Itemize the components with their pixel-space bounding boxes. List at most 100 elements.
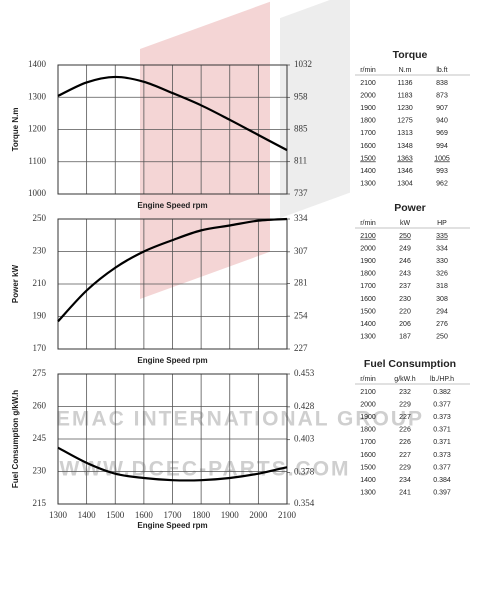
table-title: Torque <box>393 49 428 61</box>
y-tick-label: 1100 <box>28 156 46 166</box>
table-cell: 276 <box>436 321 448 328</box>
table-cell: 187 <box>399 334 411 341</box>
table-cell: 873 <box>436 92 448 99</box>
x-tick-label: 1600 <box>135 510 154 520</box>
table-cell: 1700 <box>360 283 376 290</box>
table-cell: 234 <box>399 477 411 484</box>
table-cell: 2000 <box>360 245 376 252</box>
table-cell: 1348 <box>397 143 413 150</box>
y2-tick-label: 227 <box>294 343 308 353</box>
table-cell: 1300 <box>360 490 376 497</box>
column-header: r/min <box>360 220 376 227</box>
y-tick-label: 275 <box>33 368 47 378</box>
column-header: g/kW.h <box>394 376 416 383</box>
y-tick-label: 210 <box>33 278 47 288</box>
column-header: kW <box>400 220 411 227</box>
y-tick-label: 230 <box>33 466 47 476</box>
x-axis-label: Engine Speed rpm <box>137 201 207 210</box>
y2-tick-label: 334 <box>294 213 308 223</box>
y-tick-label: 170 <box>33 343 47 353</box>
y-tick-label: 1300 <box>28 91 47 101</box>
table-cell: 0.371 <box>433 439 451 446</box>
table-cell: 326 <box>436 271 448 278</box>
column-header: HP <box>437 220 447 227</box>
y2-tick-label: 0.453 <box>294 368 315 378</box>
watermark-text: WWW.DCEC-PARTS.COM <box>59 458 350 481</box>
table-cell: 1346 <box>397 168 413 175</box>
y-tick-label: 250 <box>33 213 47 223</box>
table-cell: 1400 <box>360 477 376 484</box>
table-cell: 2100 <box>360 80 376 87</box>
y-tick-label: 245 <box>33 433 47 443</box>
y-axis-label: Power kW <box>11 264 20 303</box>
y2-tick-label: 811 <box>294 156 307 166</box>
table-cell: 962 <box>436 181 448 188</box>
table-cell: 249 <box>399 245 411 252</box>
table-cell: 308 <box>436 296 448 303</box>
table-cell: 0.373 <box>433 414 451 421</box>
table-cell: 2100 <box>360 233 376 240</box>
table-cell: 334 <box>436 245 448 252</box>
x-tick-label: 2000 <box>249 510 268 520</box>
table-cell: 335 <box>436 233 448 240</box>
x-tick-label: 1800 <box>192 510 211 520</box>
table-cell: 232 <box>399 389 411 396</box>
table-cell: 1500 <box>360 464 376 471</box>
table-cell: 940 <box>436 118 448 125</box>
table-cell: 1600 <box>360 296 376 303</box>
x-tick-label: 1700 <box>164 510 183 520</box>
plot-frame <box>57 373 288 505</box>
table-cell: 0.382 <box>433 389 451 396</box>
y2-tick-label: 885 <box>294 123 308 133</box>
x-tick-label: 1900 <box>221 510 240 520</box>
x-tick-label: 2100 <box>278 510 297 520</box>
table-cell: 294 <box>436 308 448 315</box>
table-cell: 0.377 <box>433 401 451 408</box>
table-cell: 994 <box>436 143 448 150</box>
table-cell: 2000 <box>360 401 376 408</box>
line <box>57 75 288 152</box>
plot-frame <box>57 64 288 195</box>
table-cell: 969 <box>436 130 448 137</box>
table-cell: 1400 <box>360 168 376 175</box>
x-tick-label: 1500 <box>106 510 125 520</box>
y-tick-label: 1200 <box>28 124 47 134</box>
table-cell: 1183 <box>397 92 412 99</box>
table-cell: 1230 <box>397 105 413 112</box>
y2-tick-label: 307 <box>294 246 308 256</box>
table-cell: 1300 <box>360 334 376 341</box>
y-tick-label: 190 <box>33 311 47 321</box>
table-cell: 1900 <box>360 414 376 421</box>
table-cell: 229 <box>399 464 411 471</box>
table-cell: 1800 <box>360 427 376 434</box>
y-tick-label: 1000 <box>28 188 47 198</box>
table-cell: 241 <box>399 490 411 497</box>
table-cell: 243 <box>399 271 411 278</box>
y2-tick-label: 254 <box>294 310 308 320</box>
table-cell: 0.373 <box>433 452 451 459</box>
column-header: N.m <box>399 67 412 74</box>
y2-tick-label: 0.354 <box>294 498 315 508</box>
table-cell: 1800 <box>360 118 376 125</box>
table-cell: 227 <box>399 452 411 459</box>
table-cell: 1700 <box>360 439 376 446</box>
table-cell: 250 <box>399 233 411 240</box>
table-cell: 220 <box>399 308 411 315</box>
y-tick-label: 230 <box>33 246 47 256</box>
table-cell: 1500 <box>360 155 376 162</box>
table-cell: 226 <box>399 439 411 446</box>
table-cell: 1304 <box>397 181 413 188</box>
table-cell: 0.397 <box>433 490 451 497</box>
column-header: r/min <box>360 376 376 383</box>
table-cell: 1300 <box>360 181 376 188</box>
x-tick-label: 1400 <box>78 510 97 520</box>
table-cell: 2100 <box>360 389 376 396</box>
y-tick-label: 215 <box>33 498 47 508</box>
table-cell: 1500 <box>360 308 376 315</box>
table-cell: 237 <box>399 283 411 290</box>
logo-watermark <box>140 0 350 300</box>
table-cell: 318 <box>436 283 448 290</box>
y2-tick-label: 737 <box>294 188 308 198</box>
table-cell: 1275 <box>397 118 413 125</box>
